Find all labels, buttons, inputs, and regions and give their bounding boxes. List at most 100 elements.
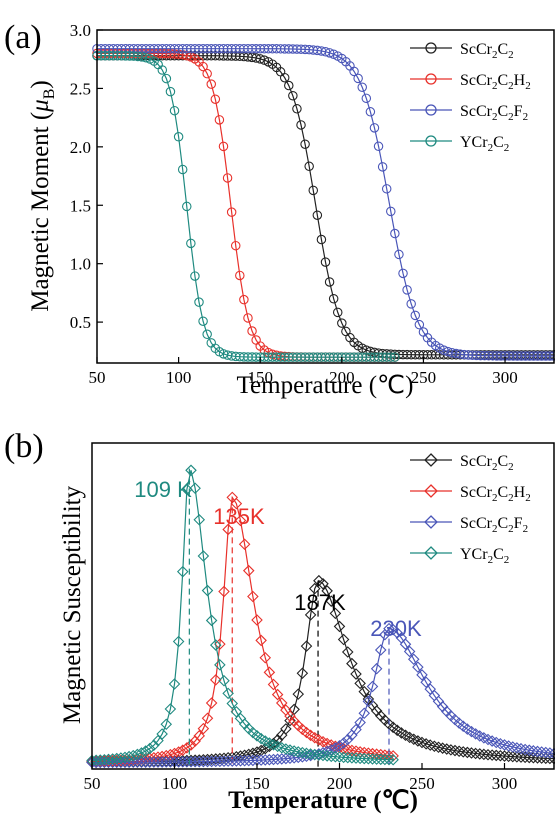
data-point bbox=[350, 723, 362, 736]
data-point bbox=[391, 627, 404, 639]
data-point bbox=[172, 756, 185, 768]
data-point bbox=[181, 756, 193, 768]
peak-label-sccr2c2f2: 230K bbox=[370, 616, 422, 641]
legend-label: ScCr2C2 bbox=[460, 41, 514, 61]
panel-b-frame bbox=[91, 442, 555, 770]
panel-b-y-axis-label: Magnetic Susceptibility bbox=[59, 485, 86, 724]
legend-entry-sccr2c2f2: ScCr2C2F2 bbox=[410, 103, 528, 123]
data-point bbox=[160, 718, 173, 731]
data-point bbox=[296, 120, 306, 130]
data-point bbox=[350, 668, 362, 680]
data-point bbox=[259, 754, 272, 766]
data-point bbox=[346, 752, 358, 764]
data-point bbox=[390, 228, 400, 239]
data-point bbox=[324, 48, 335, 58]
data-point bbox=[234, 755, 247, 767]
peak-label-sccr2c2: 187K bbox=[294, 590, 346, 615]
legend-marker bbox=[425, 135, 437, 147]
data-point bbox=[410, 310, 421, 321]
data-point bbox=[523, 744, 536, 756]
data-point bbox=[259, 651, 272, 664]
data-point bbox=[527, 745, 540, 757]
series-line bbox=[96, 52, 395, 358]
panel-a-x-axis-label: Temperature (℃) bbox=[237, 372, 414, 399]
data-point bbox=[284, 714, 296, 727]
data-point bbox=[185, 754, 197, 767]
data-point bbox=[300, 640, 313, 652]
legend-entry-sccr2c2: ScCr2C2 bbox=[410, 41, 514, 61]
data-point bbox=[358, 752, 371, 765]
data-point bbox=[193, 514, 206, 526]
data-point bbox=[242, 564, 255, 577]
data-point bbox=[139, 745, 152, 757]
data-point bbox=[328, 294, 339, 304]
data-point bbox=[416, 669, 428, 681]
data-point bbox=[288, 91, 298, 101]
data-point bbox=[148, 739, 160, 752]
data-point bbox=[139, 756, 152, 768]
data-point bbox=[332, 307, 343, 318]
data-point bbox=[222, 523, 234, 536]
panel-a-x-tick-label: 200 bbox=[329, 368, 355, 387]
data-point bbox=[186, 238, 196, 249]
data-point bbox=[214, 755, 226, 768]
data-point bbox=[194, 297, 204, 307]
data-point bbox=[148, 756, 160, 768]
data-point bbox=[201, 755, 214, 768]
panel-b-x-tick-label: 250 bbox=[409, 774, 435, 793]
series-sccr2c2f2 bbox=[92, 43, 555, 361]
data-point bbox=[275, 741, 288, 754]
data-point bbox=[490, 749, 503, 762]
data-point bbox=[498, 739, 511, 751]
data-point bbox=[386, 206, 396, 217]
data-point bbox=[357, 82, 367, 93]
data-point bbox=[197, 550, 210, 562]
data-point bbox=[218, 141, 229, 152]
data-point bbox=[251, 614, 263, 626]
data-point bbox=[185, 739, 197, 751]
data-point bbox=[247, 754, 259, 767]
data-point bbox=[202, 329, 212, 340]
data-point bbox=[172, 755, 185, 767]
data-point bbox=[511, 742, 523, 754]
data-point bbox=[275, 753, 288, 765]
legend-label: ScCr2C2H2 bbox=[460, 72, 531, 92]
data-point bbox=[135, 747, 148, 759]
legend-label: ScCr2C2F2 bbox=[460, 103, 528, 123]
data-point bbox=[381, 184, 392, 194]
data-point bbox=[494, 749, 507, 762]
data-point bbox=[205, 614, 218, 627]
panel-b-x-tick-label: 100 bbox=[162, 774, 188, 793]
data-point bbox=[271, 753, 284, 765]
legend-label: YCr2C2 bbox=[460, 546, 509, 566]
data-point bbox=[284, 710, 296, 722]
panel-a-y-tick-label: 2.5 bbox=[70, 79, 91, 98]
data-point bbox=[239, 294, 249, 305]
data-point bbox=[350, 745, 362, 757]
data-point bbox=[390, 352, 400, 362]
data-point bbox=[341, 646, 354, 658]
data-point bbox=[198, 316, 208, 326]
data-point bbox=[482, 748, 494, 761]
data-point bbox=[197, 722, 210, 735]
data-point bbox=[296, 667, 309, 680]
data-point bbox=[284, 80, 294, 91]
legend-marker bbox=[424, 453, 438, 467]
data-point bbox=[226, 755, 239, 767]
data-point bbox=[337, 318, 347, 328]
data-point bbox=[181, 754, 193, 767]
data-point bbox=[90, 754, 102, 767]
data-point bbox=[247, 326, 257, 336]
data-point bbox=[436, 742, 449, 754]
legend-marker bbox=[425, 42, 437, 54]
series-sccr2c2h2 bbox=[86, 491, 399, 768]
data-point bbox=[379, 753, 391, 766]
data-point bbox=[164, 703, 177, 715]
data-point bbox=[424, 739, 437, 751]
data-point bbox=[247, 590, 259, 603]
data-point bbox=[398, 268, 408, 279]
panel-b-plot-area bbox=[86, 464, 555, 769]
data-point bbox=[160, 756, 173, 768]
panel-a-y-tick-label: 2.0 bbox=[70, 138, 91, 157]
data-point bbox=[473, 748, 486, 760]
